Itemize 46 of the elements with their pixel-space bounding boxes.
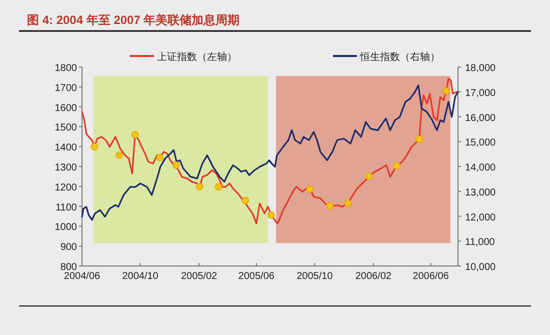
x-tick-label: 2005/06 <box>238 271 275 282</box>
point <box>214 183 222 190</box>
point <box>393 162 401 170</box>
y-tick-label: 1300 <box>54 162 78 174</box>
y2-tick-label: 12,000 <box>465 212 496 224</box>
y2-tick-label: 18,000 <box>465 63 496 74</box>
point <box>442 87 450 95</box>
point <box>344 200 352 208</box>
point <box>306 185 314 193</box>
y-tick-label: 1800 <box>54 63 78 74</box>
point <box>131 130 139 138</box>
x-tick-label: 2004/06 <box>64 271 101 282</box>
point <box>326 202 334 210</box>
y2-tick-label: 11,000 <box>465 237 496 248</box>
y2-tick-label: 14,000 <box>465 162 496 174</box>
y2-tick-label: 16,000 <box>465 112 496 124</box>
y-tick-label: 1100 <box>55 202 78 214</box>
chart-title: 图 4: 2004 年至 2007 年美联储加息周期 <box>27 13 240 27</box>
x-tick-label: 2005/10 <box>296 271 334 282</box>
point <box>90 143 98 150</box>
y-tick-label: 1200 <box>54 182 78 194</box>
legend-label: 上证指数（左轴） <box>157 51 237 63</box>
point <box>267 211 275 219</box>
y2-tick-label: 15,000 <box>465 138 496 149</box>
point <box>156 154 164 162</box>
point <box>116 151 123 159</box>
point <box>242 196 250 204</box>
point <box>365 172 373 180</box>
y-tick-label: 900 <box>60 242 78 254</box>
point <box>196 183 204 190</box>
y-tick-label: 1600 <box>54 102 78 114</box>
y-tick-label: 1500 <box>54 122 78 134</box>
y2-tick-label: 10,000 <box>465 262 496 273</box>
x-tick-label: 2005/02 <box>180 271 218 282</box>
point <box>416 136 423 143</box>
point <box>172 161 180 169</box>
y-tick-label: 1400 <box>54 142 78 154</box>
y-tick-label: 800 <box>60 262 78 273</box>
x-tick-label: 2006/06 <box>412 271 450 282</box>
y-tick-label: 1700 <box>54 82 78 94</box>
y2-tick-label: 17,000 <box>465 88 496 99</box>
y-tick-label: 1000 <box>54 222 78 234</box>
x-tick-label: 2004/10 <box>122 271 159 282</box>
y2-tick-label: 13,000 <box>465 187 496 198</box>
x-tick-label: 2006/02 <box>355 271 392 282</box>
legend-label: 恒生指数（右轴） <box>359 51 440 63</box>
